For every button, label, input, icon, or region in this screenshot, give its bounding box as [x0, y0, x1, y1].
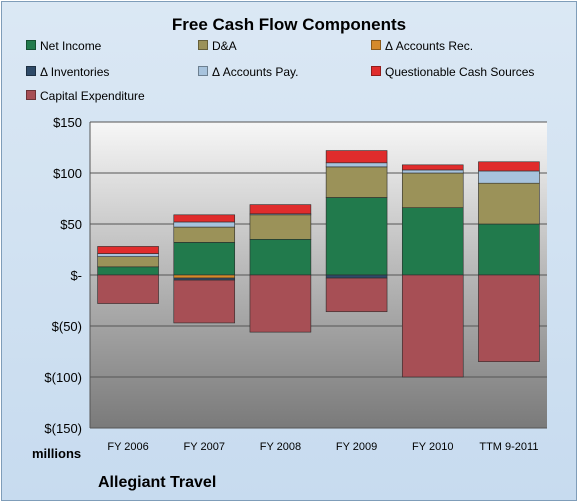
legend-swatch: [371, 66, 381, 76]
y-tick-label: $(50): [52, 319, 82, 334]
legend-item: Questionable Cash Sources: [371, 65, 534, 79]
bar-segment: [401, 172, 464, 208]
legend-item: Δ Accounts Rec.: [371, 39, 473, 53]
x-tick-label: FY 2007: [184, 441, 225, 453]
y-tick-label: $-: [70, 268, 82, 283]
legend-item: Capital Expenditure: [26, 89, 145, 103]
bar-segment: [325, 162, 388, 168]
bar-segment: [401, 274, 464, 378]
bar-segment: [173, 279, 236, 324]
bar-segment: [401, 169, 464, 174]
unit-label: millions: [32, 446, 82, 461]
legend-item: Δ Inventories: [26, 65, 109, 79]
bar-segment: [325, 274, 388, 279]
y-tick-label: $(100): [44, 370, 82, 385]
x-tick-label: FY 2006: [107, 441, 148, 453]
bar-segment: [173, 221, 236, 228]
bar-segment: [401, 207, 464, 276]
bar-segment: [478, 170, 540, 184]
legend-label: D&A: [212, 39, 237, 53]
legend-swatch: [198, 40, 208, 50]
x-tick-label: FY 2010: [412, 441, 453, 453]
bar-segment: [249, 239, 312, 276]
y-tick-label: $100: [53, 166, 82, 181]
bar-segment: [173, 274, 236, 279]
y-tick-label: $(150): [44, 421, 82, 436]
legend-label: Δ Accounts Pay.: [212, 65, 299, 79]
chart-title: Free Cash Flow Components: [171, 15, 407, 34]
bar-segment: [478, 161, 540, 172]
legend-label: Questionable Cash Sources: [385, 65, 535, 79]
bar-segment: [97, 266, 159, 276]
bar-segment: [97, 256, 159, 268]
bar-segment: [173, 214, 236, 223]
legend-item: Net Income: [26, 39, 101, 53]
bar-segment: [325, 277, 388, 313]
legend-label: Δ Inventories: [40, 65, 110, 79]
x-tick-label: FY 2008: [260, 441, 301, 453]
company-name: Allegiant Travel: [98, 474, 217, 491]
bar-segment: [478, 223, 540, 276]
legend-swatch: [26, 66, 36, 76]
bar-segment: [325, 197, 388, 276]
x-tick-label: FY 2009: [336, 441, 377, 453]
y-tick-label: $150: [53, 115, 82, 130]
bar-segment: [173, 242, 236, 276]
bar-segment: [97, 246, 159, 254]
bar-segment: [325, 150, 388, 164]
bar-segment: [97, 253, 159, 257]
bar-segment: [478, 274, 540, 362]
bar-segment: [478, 182, 540, 225]
bar-segment: [249, 274, 312, 333]
legend-swatch: [371, 40, 381, 50]
legend-label: Net Income: [40, 39, 102, 53]
legend-item: D&A: [198, 39, 237, 53]
legend-swatch: [26, 90, 36, 100]
bar-segment: [249, 204, 312, 215]
bar-segment: [401, 164, 464, 171]
legend-swatch: [198, 66, 208, 76]
legend-swatch: [26, 40, 36, 50]
bar-segment: [249, 214, 312, 240]
legend-label: Capital Expenditure: [40, 89, 145, 103]
bar-segment: [325, 166, 388, 198]
bar-segment: [173, 226, 236, 243]
x-tick-label: TTM 9-2011: [479, 441, 538, 453]
y-tick-label: $50: [60, 217, 82, 232]
bar-segment: [173, 277, 236, 281]
legend-item: Δ Accounts Pay.: [198, 65, 299, 79]
legend-label: Δ Accounts Rec.: [385, 39, 474, 53]
bar-segment: [97, 274, 159, 304]
